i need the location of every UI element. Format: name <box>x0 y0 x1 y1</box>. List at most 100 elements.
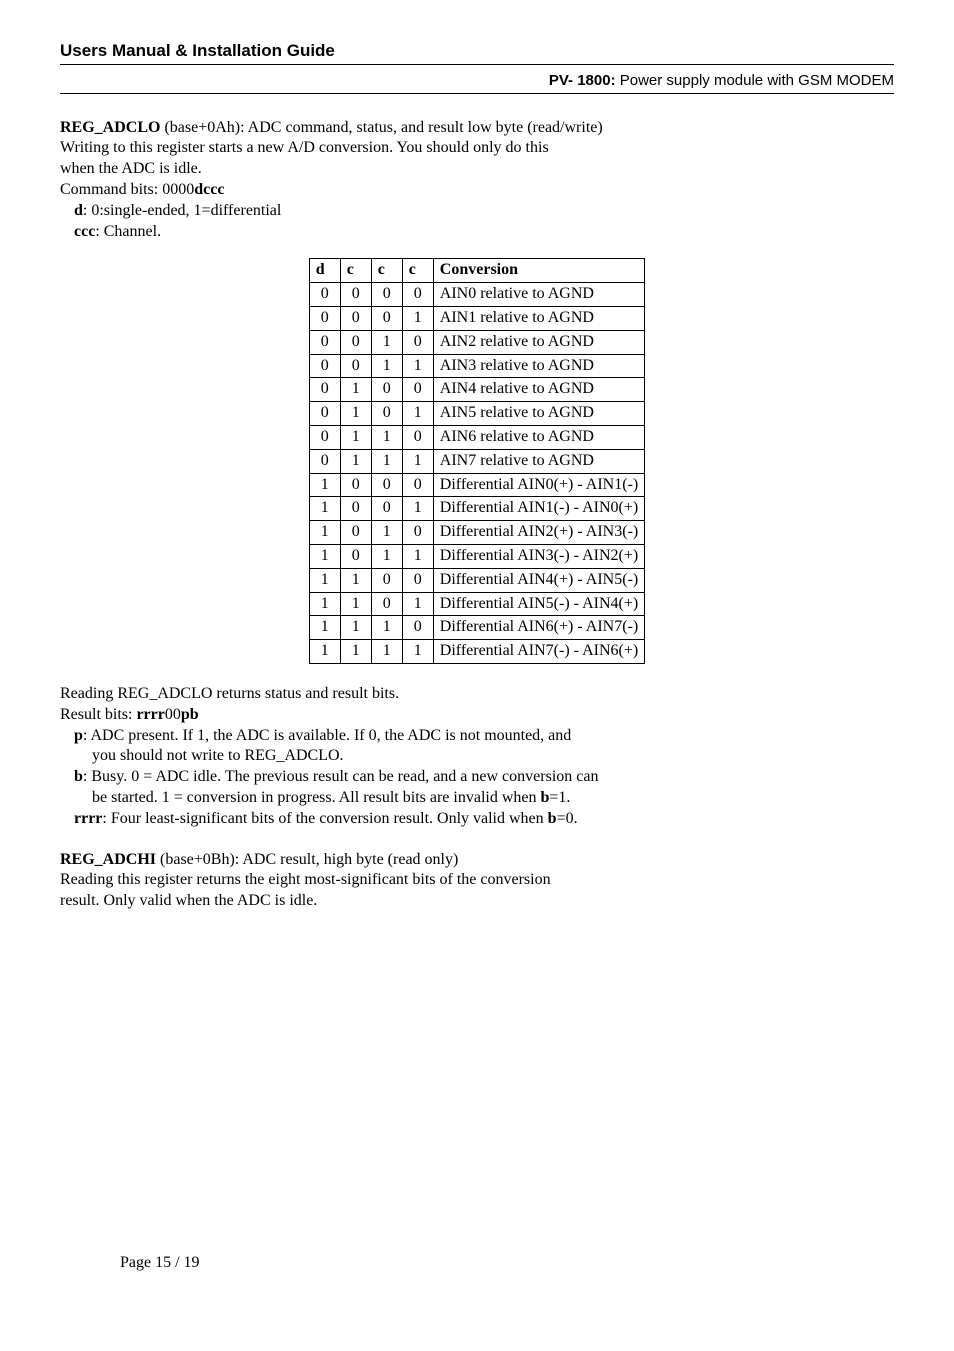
result-p-line2: you should not write to REG_ADCLO. <box>92 746 894 767</box>
result-line2-bold1: rrrr <box>136 706 164 723</box>
table-cell-bit: 1 <box>371 354 402 378</box>
table-cell-bit: 1 <box>340 402 371 426</box>
reg-adclo-ccc: ccc: Channel. <box>74 222 894 243</box>
th-c3: c <box>402 259 433 283</box>
table-cell-bit: 1 <box>340 568 371 592</box>
table-cell-conversion: AIN7 relative to AGND <box>433 449 644 473</box>
result-line2-bold2: pb <box>181 706 199 723</box>
table-cell-bit: 0 <box>371 592 402 616</box>
header-rule-top <box>60 64 894 65</box>
table-cell-bit: 0 <box>340 330 371 354</box>
header-rule-bottom <box>60 93 894 94</box>
table-cell-bit: 1 <box>309 640 340 664</box>
table-cell-bit: 1 <box>309 544 340 568</box>
result-b-bold: b <box>74 768 83 785</box>
table-cell-conversion: AIN6 relative to AGND <box>433 425 644 449</box>
reg-adclo-d: d: 0:single-ended, 1=differential <box>74 201 894 222</box>
table-cell-conversion: Differential AIN1(-) - AIN0(+) <box>433 497 644 521</box>
table-cell-conversion: AIN4 relative to AGND <box>433 378 644 402</box>
table-cell-bit: 0 <box>340 473 371 497</box>
table-cell-bit: 0 <box>402 521 433 545</box>
table-row: 0110AIN6 relative to AGND <box>309 425 644 449</box>
table-cell-bit: 0 <box>371 402 402 426</box>
table-cell-bit: 0 <box>402 568 433 592</box>
table-row: 1101Differential AIN5(-) - AIN4(+) <box>309 592 644 616</box>
table-cell-bit: 1 <box>340 378 371 402</box>
table-cell-bit: 0 <box>402 378 433 402</box>
result-b-line2-post: =1. <box>549 789 570 806</box>
table-cell-conversion: Differential AIN2(+) - AIN3(-) <box>433 521 644 545</box>
table-cell-bit: 0 <box>402 425 433 449</box>
table-header-row: d c c c Conversion <box>309 259 644 283</box>
th-conversion: Conversion <box>433 259 644 283</box>
header-left: Users Manual & Installation Guide <box>60 40 894 62</box>
table-cell-bit: 0 <box>309 378 340 402</box>
result-line2-prefix: Result bits: <box>60 706 136 723</box>
table-cell-bit: 1 <box>402 640 433 664</box>
table-cell-conversion: AIN0 relative to AGND <box>433 283 644 307</box>
table-cell-conversion: AIN5 relative to AGND <box>433 402 644 426</box>
table-row: 0010AIN2 relative to AGND <box>309 330 644 354</box>
table-cell-conversion: Differential AIN5(-) - AIN4(+) <box>433 592 644 616</box>
table-row: 0111AIN7 relative to AGND <box>309 449 644 473</box>
table-row: 1011Differential AIN3(-) - AIN2(+) <box>309 544 644 568</box>
th-c1: c <box>340 259 371 283</box>
table-cell-bit: 1 <box>371 425 402 449</box>
th-d: d <box>309 259 340 283</box>
table-cell-bit: 0 <box>309 402 340 426</box>
table-cell-bit: 1 <box>340 616 371 640</box>
table-cell-conversion: Differential AIN4(+) - AIN5(-) <box>433 568 644 592</box>
table-cell-bit: 1 <box>371 640 402 664</box>
table-cell-conversion: Differential AIN7(-) - AIN6(+) <box>433 640 644 664</box>
reg-adclo-ccc-bold: ccc <box>74 223 95 240</box>
header-right: PV- 1800: Power supply module with GSM M… <box>60 71 894 91</box>
table-cell-bit: 0 <box>309 449 340 473</box>
table-cell-conversion: AIN3 relative to AGND <box>433 354 644 378</box>
reg-adclo-ccc-rest: : Channel. <box>95 223 161 240</box>
reg-adchi-block: REG_ADCHI (base+0Bh): ADC result, high b… <box>60 850 894 912</box>
table-cell-bit: 1 <box>371 616 402 640</box>
table-row: 0100AIN4 relative to AGND <box>309 378 644 402</box>
table-cell-bit: 0 <box>340 497 371 521</box>
table-cell-bit: 0 <box>371 568 402 592</box>
table-cell-bit: 1 <box>340 425 371 449</box>
reg-adclo-title-bold: REG_ADCLO <box>60 119 160 136</box>
table-row: 0101AIN5 relative to AGND <box>309 402 644 426</box>
table-row: 1010Differential AIN2(+) - AIN3(-) <box>309 521 644 545</box>
reg-adchi-line2: Reading this register returns the eight … <box>60 870 894 891</box>
table-cell-bit: 0 <box>402 473 433 497</box>
result-rrrr: rrrr: Four least-significant bits of the… <box>74 809 894 830</box>
reg-adchi-title-rest: (base+0Bh): ADC result, high byte (read … <box>156 851 458 868</box>
table-cell-bit: 1 <box>309 497 340 521</box>
table-cell-bit: 0 <box>309 330 340 354</box>
result-rrrr-bold: rrrr <box>74 810 102 827</box>
table-cell-bit: 1 <box>371 544 402 568</box>
result-rrrr-b: b <box>548 810 557 827</box>
reg-adclo-line3: when the ADC is idle. <box>60 159 894 180</box>
table-cell-bit: 1 <box>309 616 340 640</box>
result-p-bold: p <box>74 727 83 744</box>
table-cell-bit: 1 <box>402 544 433 568</box>
result-b: b: Busy. 0 = ADC idle. The previous resu… <box>74 767 894 788</box>
table-cell-bit: 0 <box>371 306 402 330</box>
table-cell-bit: 0 <box>340 354 371 378</box>
table-row: 1000Differential AIN0(+) - AIN1(-) <box>309 473 644 497</box>
table-row: 0000AIN0 relative to AGND <box>309 283 644 307</box>
table-cell-bit: 1 <box>309 521 340 545</box>
reg-adclo-cmd: Command bits: 0000dccc <box>60 180 894 201</box>
table-row: 0001AIN1 relative to AGND <box>309 306 644 330</box>
reg-adchi-title-bold: REG_ADCHI <box>60 851 156 868</box>
header-right-rest: Power supply module with GSM MODEM <box>616 72 894 89</box>
reg-adclo-cmd-prefix: Command bits: 0000 <box>60 181 194 198</box>
table-row: 1001Differential AIN1(-) - AIN0(+) <box>309 497 644 521</box>
reg-adclo-d-bold: d <box>74 202 83 219</box>
table-cell-bit: 1 <box>340 592 371 616</box>
table-cell-bit: 1 <box>309 473 340 497</box>
table-cell-bit: 0 <box>309 425 340 449</box>
table-cell-bit: 0 <box>309 306 340 330</box>
table-cell-bit: 0 <box>340 521 371 545</box>
table-cell-bit: 1 <box>402 592 433 616</box>
table-cell-bit: 0 <box>340 306 371 330</box>
result-b-rest: : Busy. 0 = ADC idle. The previous resul… <box>83 768 599 785</box>
reg-adclo-d-rest: : 0:single-ended, 1=differential <box>83 202 281 219</box>
